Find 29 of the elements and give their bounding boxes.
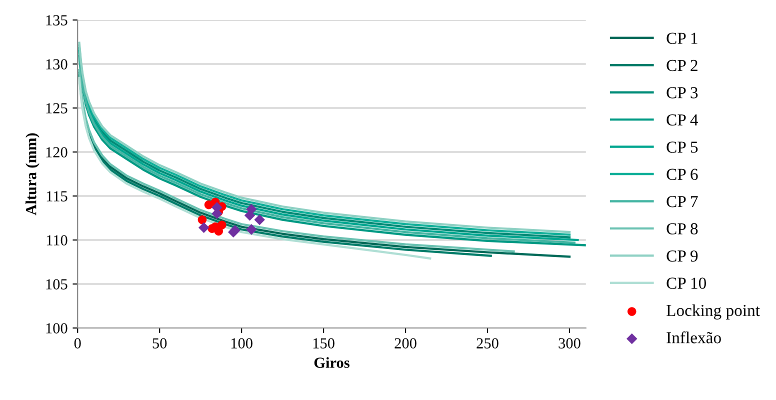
x-axis-title: Giros	[314, 357, 350, 368]
y-tick-label: 115	[46, 191, 68, 202]
x-tick-label: 100	[231, 338, 252, 348]
y-tick-label: 100	[46, 323, 68, 334]
x-tick-label: 300	[558, 338, 580, 348]
legend-label: CP 6	[666, 168, 698, 180]
legend-label: CP 7	[666, 196, 698, 208]
legend-label: CP 2	[666, 60, 698, 72]
legend-label: Inflexão	[666, 331, 721, 344]
legend-label: Locking point	[666, 304, 760, 320]
x-tick-label: 200	[394, 338, 416, 348]
legend-label: CP 9	[666, 250, 698, 262]
legend-label: CP 8	[666, 223, 698, 234]
legend-label: CP 3	[666, 87, 698, 98]
x-tick-label: 250	[476, 338, 498, 348]
y-axis-title: Altura (mm)	[26, 133, 40, 216]
legend-label: CP 4	[666, 114, 698, 126]
y-tick-label: 110	[46, 235, 68, 246]
x-tick-label: 50	[152, 338, 167, 348]
x-tick-label: 0	[74, 338, 81, 348]
y-tick-label: 120	[46, 147, 68, 158]
y-tick-label: 125	[46, 103, 68, 114]
legend-label: CP 1	[666, 32, 698, 44]
y-tick-label: 130	[46, 59, 68, 70]
y-tick-label: 105	[46, 279, 68, 290]
x-tick-label: 150	[313, 338, 334, 348]
legend-label: CP 10	[666, 278, 706, 289]
y-tick-label: 135	[46, 15, 68, 26]
legend-label: CP 5	[666, 142, 698, 153]
